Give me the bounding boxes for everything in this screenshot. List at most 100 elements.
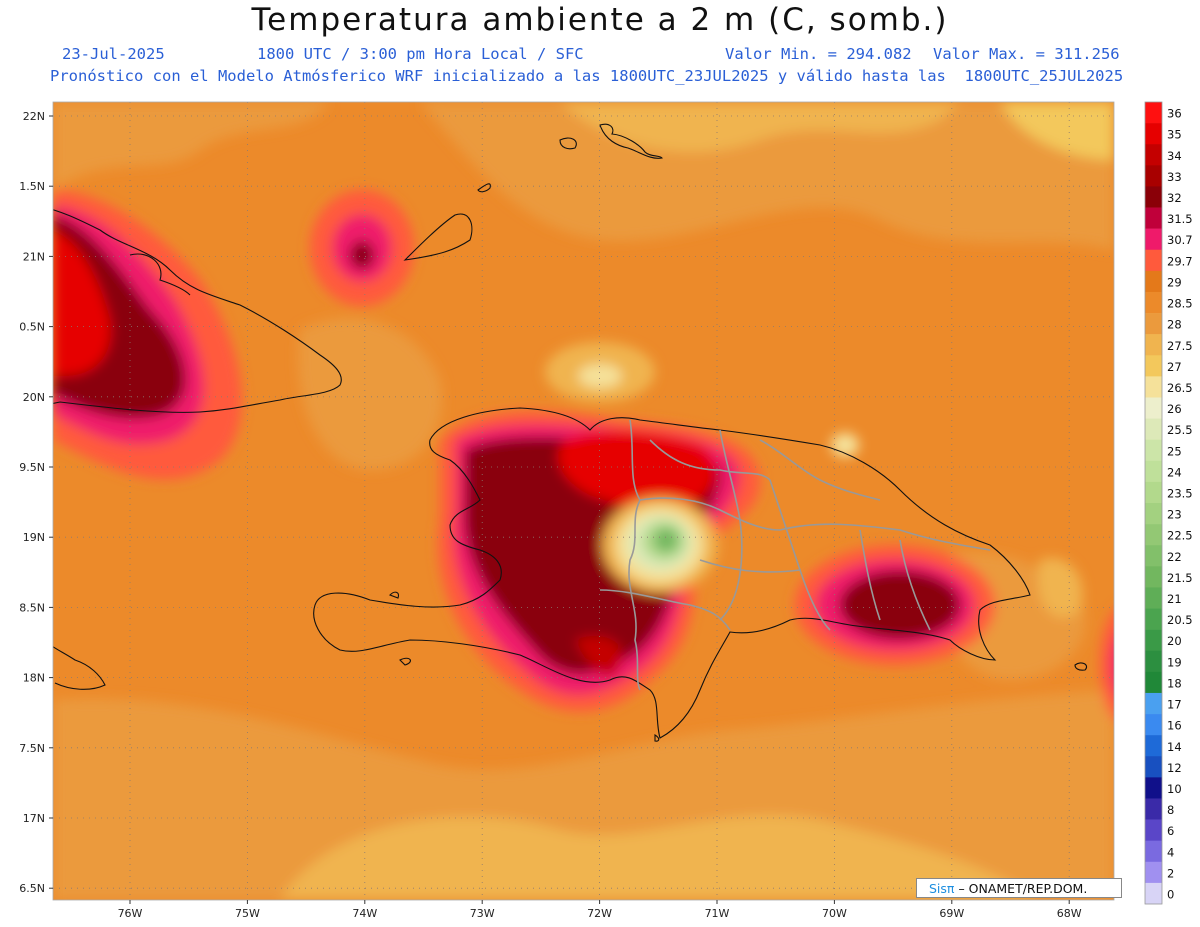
colorbar-label: 22.5 xyxy=(1167,529,1193,543)
colorbar-swatch xyxy=(1145,545,1162,567)
sispi-logo: Sisπ xyxy=(929,881,955,896)
colorbar-swatch xyxy=(1145,566,1162,588)
lat-label: 21N xyxy=(23,250,45,263)
lon-label: 68W xyxy=(1057,907,1082,920)
colorbar-swatch xyxy=(1145,376,1162,398)
colorbar-swatch xyxy=(1145,650,1162,673)
colorbar-swatch xyxy=(1145,397,1162,419)
colorbar-swatch xyxy=(1145,608,1162,630)
colorbar-swatch xyxy=(1145,460,1162,483)
colorbar-label: 2 xyxy=(1167,866,1174,880)
lon-label: 73W xyxy=(470,907,495,920)
valor-max: Valor Max. = 311.256 xyxy=(933,45,1120,63)
colorbar-label: 23.5 xyxy=(1167,487,1193,501)
colorbar-label: 35 xyxy=(1167,128,1182,142)
lat-label: 1.5N xyxy=(19,180,45,193)
map-frame xyxy=(52,101,1115,901)
latitude-axis: 22N 1.5N 21N 0.5N 20N 9.5N 19N 8.5N 18N 7.5N 17N 6.… xyxy=(19,110,53,895)
credit-text: – ONAMET/REP.DOM. xyxy=(958,881,1088,896)
colorbar-label: 0 xyxy=(1167,888,1174,902)
lon-label: 75W xyxy=(235,907,260,920)
colorbar-label: 26.5 xyxy=(1167,381,1193,395)
colorbar-label: 33 xyxy=(1167,170,1182,184)
colorbar-swatch xyxy=(1145,587,1162,609)
colorbar-swatch xyxy=(1145,249,1162,272)
forecast-date: 23-Jul-2025 xyxy=(62,45,165,63)
colorbar-label: 19 xyxy=(1167,655,1182,669)
colorbar-swatch xyxy=(1145,270,1162,293)
lon-label: 74W xyxy=(352,907,377,920)
colorbar-swatch xyxy=(1145,524,1162,546)
colorbar-label: 26 xyxy=(1167,402,1182,416)
colorbar-label: 17 xyxy=(1167,698,1182,712)
colorbar-label: 34 xyxy=(1167,149,1182,163)
lat-label: 9.5N xyxy=(19,461,45,474)
lat-label: 22N xyxy=(23,110,45,123)
lon-label: 72W xyxy=(587,907,612,920)
colorbar-label: 25.5 xyxy=(1167,423,1193,437)
colorbar-swatch xyxy=(1145,629,1162,652)
valor-min: Valor Min. = 294.082 xyxy=(725,45,912,63)
colorbar-swatch xyxy=(1145,123,1162,145)
colorbar-label: 18 xyxy=(1167,676,1182,690)
colorbar-label: 27.5 xyxy=(1167,339,1193,353)
colorbar-swatch xyxy=(1145,207,1162,229)
colorbar-swatch xyxy=(1145,503,1162,525)
lat-label: 8.5N xyxy=(19,601,45,614)
map-title: Temperatura ambiente a 2 m (C, somb.) xyxy=(251,2,949,38)
lat-label: 6.5N xyxy=(19,882,45,895)
colorbar-label: 28.5 xyxy=(1167,297,1193,311)
colorbar-label: 12 xyxy=(1167,761,1182,775)
colorbar-label: 21 xyxy=(1167,592,1182,606)
colorbar-swatch xyxy=(1145,777,1162,799)
colorbar-label: 10 xyxy=(1167,782,1182,796)
longitude-axis: 76W 75W 74W 73W 72W 71W 70W 69W 68W xyxy=(118,900,1082,920)
colorbar-label: 8 xyxy=(1167,803,1174,817)
colorbar-label: 14 xyxy=(1167,740,1182,754)
colorbar-label: 29.7 xyxy=(1167,254,1193,268)
lat-label: 18N xyxy=(23,672,45,685)
lat-label: 0.5N xyxy=(19,321,45,334)
colorbar-swatch xyxy=(1145,165,1162,187)
colorbar-label: 25 xyxy=(1167,444,1182,458)
colorbar-label: 6 xyxy=(1167,824,1174,838)
colorbar-swatch xyxy=(1145,228,1162,251)
colorbar-swatch xyxy=(1145,671,1162,694)
coastlines xyxy=(53,123,1088,742)
colorbar-swatch xyxy=(1145,735,1162,757)
colorbar-label: 20 xyxy=(1167,634,1182,648)
model-note: Pronóstico con el Modelo Atmósferico WRF… xyxy=(50,67,1124,85)
colorbar-swatch xyxy=(1145,756,1162,778)
colorbar-label: 29 xyxy=(1167,275,1182,289)
province-boundaries xyxy=(599,419,991,691)
colorbar-swatch xyxy=(1145,313,1162,335)
colorbar-label: 30.7 xyxy=(1167,233,1193,247)
colorbar-swatch xyxy=(1145,861,1162,884)
credit-box: Sisπ – ONAMET/REP.DOM. xyxy=(916,878,1122,898)
lon-label: 70W xyxy=(822,907,847,920)
lat-label: 7.5N xyxy=(19,742,45,755)
colorbar-label: 20.5 xyxy=(1167,613,1193,627)
colorbar-label: 36 xyxy=(1167,107,1182,121)
colorbar-swatch xyxy=(1145,692,1162,715)
colorbar-label: 27 xyxy=(1167,360,1182,374)
colorbar-label: 16 xyxy=(1167,719,1182,733)
lat-label: 17N xyxy=(23,812,45,825)
colorbar-label: 4 xyxy=(1167,845,1174,859)
lon-label: 71W xyxy=(705,907,730,920)
temperature-field xyxy=(53,102,1114,900)
colorbar-label: 24 xyxy=(1167,465,1182,479)
lat-label: 19N xyxy=(23,531,45,544)
colorbar-swatch xyxy=(1145,334,1162,356)
lon-label: 69W xyxy=(939,907,964,920)
colorbar-label: 21.5 xyxy=(1167,571,1193,585)
graticule xyxy=(53,102,1114,900)
colorbar-swatch xyxy=(1145,186,1162,208)
colorbar-label: 23 xyxy=(1167,508,1182,522)
colorbar-swatch xyxy=(1145,882,1162,905)
colorbar-swatch xyxy=(1145,819,1162,841)
colorbar-swatch xyxy=(1145,840,1162,863)
colorbar-swatch xyxy=(1145,418,1162,440)
colorbar-swatch xyxy=(1145,714,1162,736)
